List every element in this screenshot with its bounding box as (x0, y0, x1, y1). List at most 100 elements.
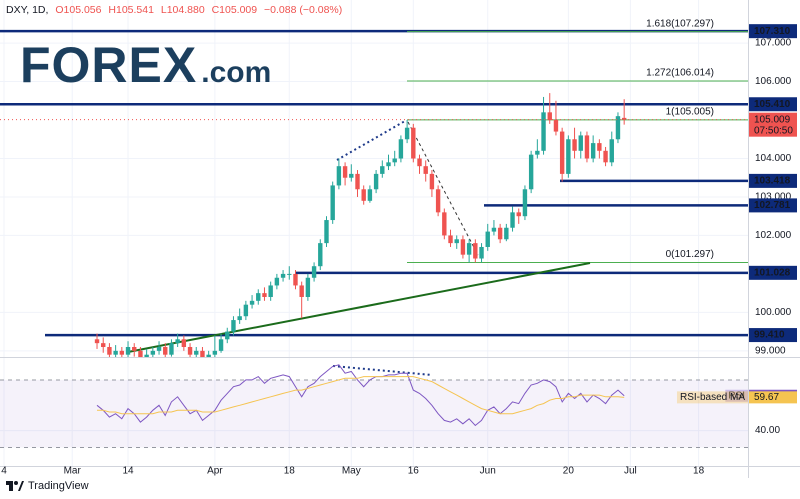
candle-body (132, 346, 137, 351)
x-tick-label: 4 (1, 466, 7, 477)
logo-text: FOREX (20, 37, 198, 93)
candle-body (144, 354, 149, 357)
candle-body (485, 231, 490, 247)
candle-body (355, 173, 360, 190)
legend-box (676, 391, 748, 404)
candle-body (280, 273, 286, 278)
candle-body (311, 266, 317, 278)
candle-body (94, 339, 100, 344)
price-axis: 99.000 100.000 102.000 103.000 104.000 106.00… (1, 24, 797, 477)
candle-body (150, 350, 156, 355)
candle-body (429, 173, 435, 190)
candle-body (156, 346, 162, 351)
candle-body (621, 117, 627, 120)
candle-body (528, 154, 534, 190)
candle-body (466, 243, 472, 255)
candle-body (107, 346, 112, 355)
candle-body (479, 246, 484, 259)
level-label: 99.410 (754, 330, 785, 341)
candle-body (342, 166, 348, 178)
candle-body (497, 227, 503, 240)
logo-suffix: .com (201, 56, 272, 89)
level-label-box (749, 173, 797, 188)
tv-icon (6, 481, 24, 491)
candle-body (299, 285, 304, 297)
candle-body (454, 239, 459, 244)
candle-body (572, 139, 577, 151)
y-tick-label: 104.000 (755, 153, 792, 164)
level-label-box (749, 24, 797, 39)
level-label-box (749, 97, 797, 112)
rsi-value-box (749, 391, 797, 404)
logo: FOREX .com (20, 36, 271, 94)
last-price-label: 105.009 (754, 114, 791, 125)
candle-body (473, 243, 478, 259)
x-tick-label: Mar (64, 466, 82, 477)
candle-body (504, 227, 509, 240)
level-label: 103.418 (754, 176, 791, 187)
candle-body (404, 127, 410, 140)
candle-body (367, 189, 373, 201)
candle-body (349, 173, 354, 178)
candle-body (249, 300, 255, 305)
candle-body (200, 350, 205, 357)
candle-body (163, 346, 168, 355)
candle-body (336, 166, 342, 186)
x-tick-label: Apr (207, 466, 223, 477)
candle-body (237, 316, 242, 321)
fib-label: 1.618(107.297) (646, 18, 714, 29)
x-tick-label: 16 (408, 466, 420, 477)
candle-body (411, 127, 416, 159)
candle-body (101, 343, 106, 347)
header: DXY, 1D, O105.056 H105.541 L104.880 C105… (6, 4, 346, 16)
candle-body (597, 143, 602, 151)
candles (0, 93, 748, 357)
x-tick-label: Jul (624, 466, 637, 477)
legend-box (725, 389, 748, 402)
candle-body (398, 139, 404, 159)
x-tick-label: Jun (480, 466, 496, 477)
candle-body (256, 293, 261, 301)
candle-body (318, 243, 323, 267)
candle-body (206, 354, 211, 357)
candle-body (194, 350, 199, 355)
candle-body (380, 166, 385, 174)
candle-body (373, 173, 379, 190)
fib-label: 1(105.005) (666, 106, 714, 117)
candle-body (535, 150, 540, 155)
candle-body (324, 220, 329, 244)
candle-body (274, 277, 280, 286)
candle-body (169, 343, 174, 355)
high: H105.541 (108, 4, 154, 16)
candle-body (603, 150, 608, 163)
rsi-band (0, 379, 748, 448)
candle-body (138, 350, 143, 357)
y-tick-label: 100.000 (755, 307, 792, 318)
candle-body (541, 112, 546, 151)
candle-body (547, 112, 552, 121)
divergence-line (336, 120, 406, 161)
candle-body (516, 212, 521, 217)
candle-body (609, 139, 614, 163)
change: −0.088 (−0.08%) (264, 4, 343, 16)
level-label: 105.410 (754, 99, 791, 110)
y-tick-label: 102.000 (755, 230, 792, 241)
last-price-box (749, 112, 797, 137)
y-tick-label: 106.000 (755, 76, 792, 87)
candle-body (119, 350, 125, 355)
candle-body (287, 273, 292, 275)
levels: 1.618(107.297) 1.272(106.014) 1(105.005) 0(… (0, 18, 748, 337)
candle-body (615, 116, 621, 140)
candle-body (212, 350, 218, 355)
countdown-label: 07:50:50 (754, 125, 793, 136)
x-tick-label: 18 (693, 466, 705, 477)
candle-body (125, 346, 131, 355)
x-tick-label: 20 (563, 466, 575, 477)
candle-body (330, 185, 335, 221)
candle-body (559, 131, 565, 174)
candle-body (293, 273, 298, 286)
rsi-band-fill (0, 379, 748, 448)
candle-body (448, 235, 453, 244)
candle-body (268, 285, 273, 297)
